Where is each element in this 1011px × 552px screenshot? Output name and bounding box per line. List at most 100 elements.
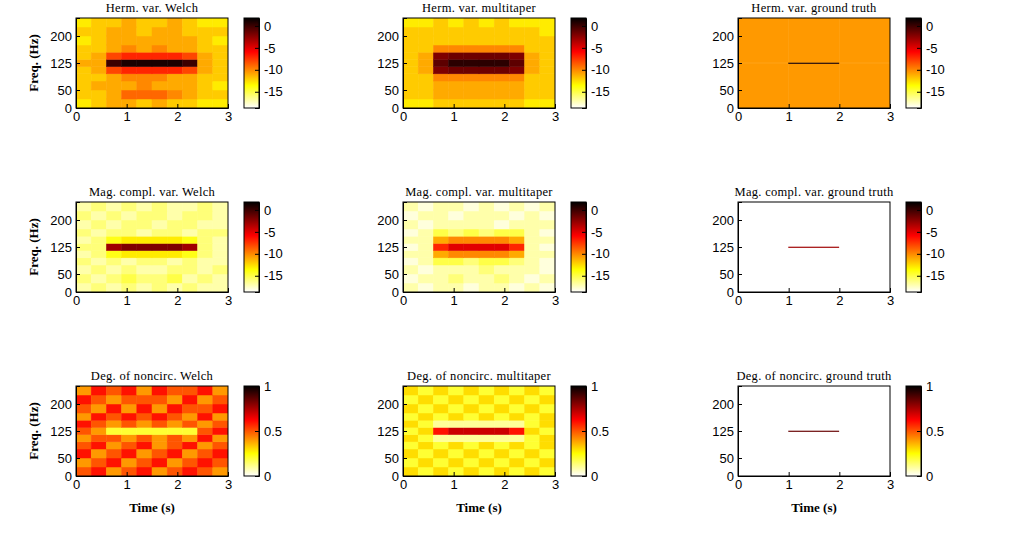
colorbar-gradient — [244, 202, 259, 292]
heatmap-cell — [137, 467, 152, 476]
y-tick-mark — [76, 90, 80, 91]
y-tick-label: 50 — [58, 267, 72, 282]
heatmap-cell — [540, 243, 555, 250]
heatmap-cell — [198, 283, 213, 292]
heatmap-cells — [403, 202, 555, 292]
colorbar-tick-mark — [255, 476, 259, 477]
y-tick-label: 50 — [720, 267, 734, 282]
heatmap-cell — [152, 258, 167, 265]
colorbar-tick-label: 0 — [591, 203, 598, 218]
heatmap-cell — [182, 404, 197, 413]
heatmap-cell — [198, 45, 213, 52]
y-tick-mark — [738, 36, 742, 37]
heatmap-cell — [464, 74, 479, 81]
heatmap-cell — [76, 258, 91, 265]
colorbar-axis: 0-5-10-15 — [582, 203, 610, 293]
heatmap-cell — [76, 59, 91, 66]
heatmap-cell — [433, 435, 448, 442]
heatmap-cell — [182, 18, 197, 27]
heatmap-cell — [433, 36, 448, 45]
panel-title: Deg. of noncirc. multitaper — [407, 369, 551, 383]
heatmap-cell — [540, 236, 555, 243]
colorbar-tick-label: 0.5 — [926, 424, 944, 439]
heatmap-cell — [122, 265, 137, 274]
x-tick: 3 — [552, 104, 559, 124]
panel-title: Mag. compl. var. Welch — [89, 185, 216, 199]
y-tick-mark — [403, 36, 407, 37]
heatmap-cell — [122, 74, 137, 81]
heatmap-cell — [106, 220, 121, 229]
heatmap-cell — [540, 18, 555, 27]
x-axis: 0123 — [735, 472, 894, 492]
colorbar-tick-mark — [255, 431, 259, 432]
heatmap-cell — [91, 229, 106, 236]
heatmap-cell — [479, 45, 494, 52]
heatmap-cell — [789, 64, 840, 108]
heatmap-cell — [449, 211, 464, 220]
heatmap-cell — [525, 265, 540, 274]
heatmap-cell — [403, 283, 418, 292]
heatmap-cell — [433, 442, 448, 449]
heatmap-cell — [106, 258, 121, 265]
x-tick: 2 — [501, 472, 508, 492]
panel: 0123050125200Deg. of noncirc. ground tru… — [712, 369, 944, 515]
heatmap-cell — [198, 420, 213, 427]
heatmap-cell — [106, 449, 121, 458]
y-tick-label: 50 — [720, 451, 734, 466]
heatmap-cell — [540, 258, 555, 265]
colorbar-tick: 0.5 — [582, 424, 609, 439]
y-tick: 0 — [727, 285, 742, 300]
heatmap-cell — [122, 81, 137, 90]
x-tick-label: 3 — [887, 293, 894, 308]
colorbar-tick-label: -15 — [926, 268, 945, 283]
y-tick: 200 — [50, 213, 80, 228]
colorbar-tick-label: -5 — [591, 41, 603, 56]
heatmap-cell — [433, 420, 448, 427]
y-tick-mark — [76, 458, 80, 459]
heatmap-cell — [137, 442, 152, 449]
heatmap-cell — [167, 74, 182, 81]
x-tick-label: 2 — [836, 109, 843, 124]
heatmap-cell — [494, 18, 509, 27]
heatmap-cell — [403, 458, 418, 467]
heatmap-cell — [152, 404, 167, 413]
heatmap-cell — [525, 67, 540, 74]
heatmap-cell — [76, 395, 91, 404]
x-tick-label: 0 — [735, 477, 742, 492]
y-tick: 200 — [377, 213, 407, 228]
y-tick-label: 50 — [720, 83, 734, 98]
y-tick-mark — [738, 476, 742, 477]
heatmap-cell — [91, 458, 106, 467]
heatmap-cell — [76, 458, 91, 467]
colorbar-tick: -5 — [917, 41, 938, 56]
heatmap-cell — [76, 251, 91, 258]
x-tick-mark — [839, 472, 840, 476]
x-tick-mark — [228, 288, 229, 292]
y-tick: 125 — [50, 240, 80, 255]
y-tick: 0 — [392, 285, 407, 300]
heatmap-cell — [540, 427, 555, 434]
x-tick: 2 — [501, 288, 508, 308]
y-tick-mark — [738, 63, 742, 64]
heatmap-cell — [403, 67, 418, 74]
y-tick-label: 50 — [58, 451, 72, 466]
heatmap-cell — [137, 27, 152, 36]
heatmap-cell — [494, 427, 509, 434]
heatmap-cell — [403, 236, 418, 243]
heatmap-cell — [449, 18, 464, 27]
heatmap-cell — [403, 435, 418, 442]
heatmap-cell — [137, 99, 152, 108]
heatmap-cell — [509, 442, 524, 449]
colorbar-tick: 0 — [255, 19, 271, 34]
x-tick: 1 — [451, 288, 458, 308]
heatmap-cell — [433, 59, 448, 66]
colorbar-tick-label: -5 — [264, 225, 276, 240]
heatmap-cell — [509, 404, 524, 413]
heatmap-cell — [167, 220, 182, 229]
x-tick-mark — [127, 104, 128, 108]
heatmap-cell — [418, 427, 433, 434]
heatmap-cell — [213, 236, 228, 243]
y-tick-label: 50 — [385, 83, 399, 98]
colorbar-tick-label: 0.5 — [591, 424, 609, 439]
heatmap-cell — [91, 99, 106, 108]
